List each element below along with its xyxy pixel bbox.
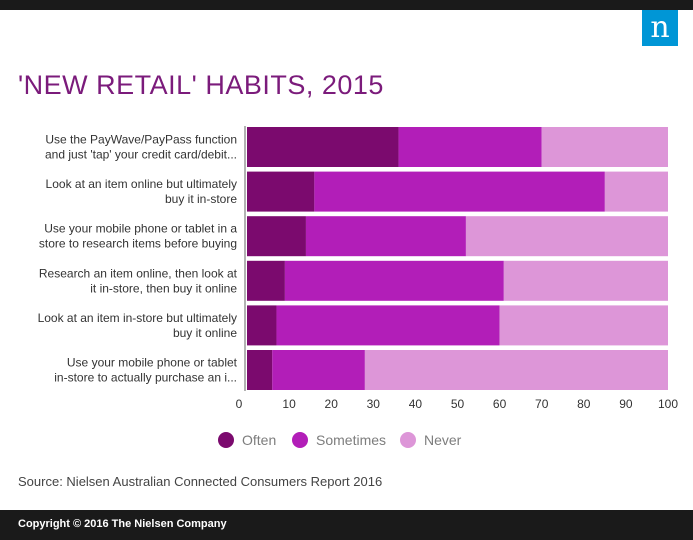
bar-often-6 — [247, 350, 273, 390]
category-label-4-line-1: Research an item online, then look at — [39, 266, 238, 280]
category-label-6-line-1: Use your mobile phone or tablet — [67, 356, 238, 370]
category-label-2-line-1: Look at an item online but ultimately — [46, 177, 237, 191]
bar-never-5 — [499, 305, 668, 346]
legend-label-often: Often — [242, 432, 277, 448]
bar-often-2 — [247, 171, 315, 212]
bar-often-3 — [247, 216, 306, 257]
category-label-3-line-1: Use your mobile phone or tablet in a — [44, 222, 237, 236]
bar-often-4 — [247, 260, 285, 301]
legend-swatch-often — [218, 432, 234, 448]
category-label-1-line-2: and just 'tap' your credit card/debit... — [45, 148, 237, 162]
category-label-1-line-1: Use the PayWave/PayPass function — [45, 133, 237, 147]
bar-sometimes-3 — [305, 216, 466, 257]
x-tick-label-20: 20 — [325, 397, 339, 411]
bar-sometimes-6 — [272, 350, 365, 390]
bar-often-1 — [247, 127, 399, 167]
category-label-6-line-2: in-store to actually purchase an i... — [54, 371, 237, 385]
legend-label-sometimes: Sometimes — [316, 432, 387, 448]
category-label-5-line-1: Look at an item in-store but ultimately — [38, 311, 237, 325]
bar-never-6 — [364, 350, 668, 390]
top-bar — [0, 0, 693, 10]
bar-often-5 — [247, 305, 277, 346]
bar-never-1 — [541, 127, 668, 167]
copyright-text: Copyright © 2016 The Nielsen Company — [18, 518, 227, 530]
x-tick-label-90: 90 — [619, 397, 633, 411]
source-note: Source: Nielsen Australian Connected Con… — [18, 474, 383, 489]
legend-label-never: Never — [424, 432, 462, 448]
bar-never-2 — [604, 171, 668, 212]
bar-never-3 — [465, 216, 668, 257]
x-tick-label-100: 100 — [658, 397, 678, 411]
x-tick-label-30: 30 — [367, 397, 381, 411]
bar-never-4 — [503, 260, 668, 301]
bar-sometimes-2 — [314, 171, 605, 212]
legend-swatch-never — [400, 432, 416, 448]
x-tick-label-80: 80 — [577, 397, 591, 411]
x-tick-label-60: 60 — [493, 397, 507, 411]
x-tick-label-70: 70 — [535, 397, 549, 411]
legend-swatch-sometimes — [292, 432, 308, 448]
category-label-3-line-2: store to research items before buying — [39, 237, 237, 251]
category-label-2-line-2: buy it in-store — [165, 192, 237, 206]
category-label-5-line-2: buy it online — [173, 326, 237, 340]
footer-bar: Copyright © 2016 The Nielsen Company — [0, 510, 693, 540]
category-label-4-line-2: it in-store, then buy it online — [90, 281, 237, 295]
x-tick-label-40: 40 — [409, 397, 423, 411]
bar-sometimes-1 — [398, 127, 542, 167]
x-tick-label-50: 50 — [451, 397, 465, 411]
chart-title: 'NEW RETAIL' HABITS, 2015 — [18, 70, 384, 100]
x-tick-label-0: 0 — [236, 397, 243, 411]
x-tick-label-10: 10 — [282, 397, 296, 411]
bar-sometimes-5 — [276, 305, 500, 346]
nielsen-logo: n — [642, 10, 678, 46]
bar-sometimes-4 — [284, 260, 504, 301]
